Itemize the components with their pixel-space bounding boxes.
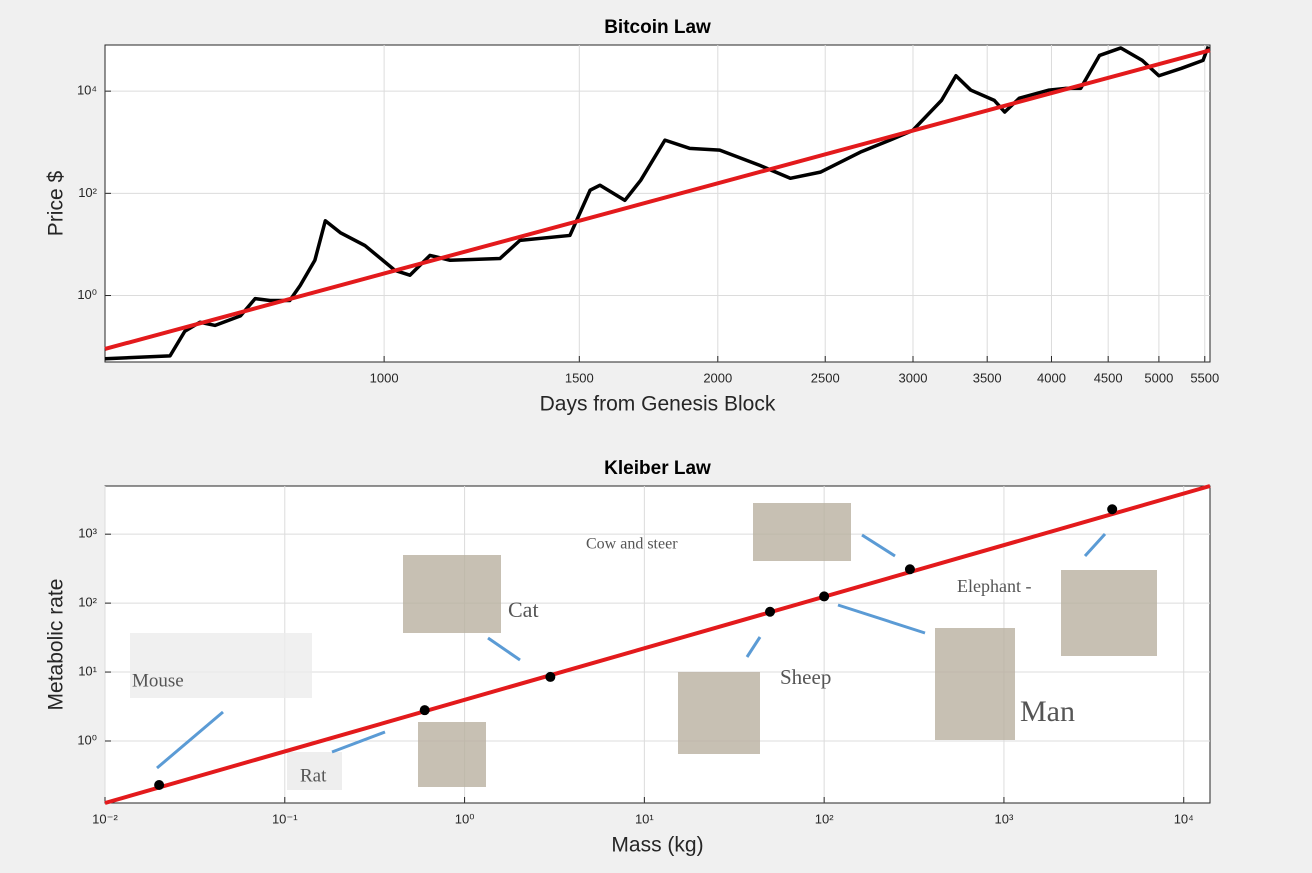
x-axis-label: Days from Genesis Block — [540, 393, 776, 416]
y-tick-label: 10⁰ — [77, 732, 97, 747]
data-point — [904, 564, 915, 575]
chart-title: Bitcoin Law — [604, 17, 711, 38]
animal-image — [1061, 570, 1157, 656]
annotation-box — [287, 752, 342, 790]
x-tick-label: 5500 — [1190, 370, 1219, 385]
data-point — [419, 705, 430, 716]
annotation: Mouse — [132, 670, 184, 691]
y-tick-label: 10¹ — [78, 663, 97, 678]
animal-image — [753, 503, 851, 561]
y-tick-label: 10² — [78, 595, 97, 610]
leader-line — [156, 710, 224, 770]
leader-line — [837, 603, 926, 635]
leader-line — [861, 533, 896, 558]
data-point — [1107, 504, 1118, 515]
data-line — [104, 484, 1211, 805]
x-tick-label: 4000 — [1037, 370, 1066, 385]
leader-line — [745, 636, 762, 658]
animal-image — [403, 555, 501, 633]
y-tick-label: 10² — [78, 185, 97, 200]
x-tick-label: 10³ — [995, 811, 1014, 826]
leader-line — [1083, 532, 1107, 558]
data-point — [154, 779, 165, 790]
leader-line — [487, 636, 521, 662]
annotation: Cow and steer — [586, 536, 678, 553]
data-point — [765, 606, 776, 617]
animal-image — [678, 672, 760, 754]
data-point — [545, 671, 556, 682]
x-tick-label: 10¹ — [635, 811, 654, 826]
leader-line — [331, 730, 386, 754]
annotation: Rat — [300, 765, 327, 786]
y-tick-label: 10⁰ — [77, 287, 97, 302]
y-axis-label: Metabolic rate — [45, 579, 68, 711]
chart-title: Kleiber Law — [604, 458, 711, 479]
x-tick-label: 5000 — [1144, 370, 1173, 385]
annotation: Cat — [508, 597, 539, 622]
data-line — [104, 48, 1211, 351]
x-tick-label: 10² — [815, 811, 834, 826]
y-axis-label: Price $ — [45, 171, 68, 237]
animal-image — [418, 722, 486, 787]
annotation: Elephant - — [957, 576, 1031, 596]
x-tick-label: 10⁴ — [1174, 811, 1194, 826]
annotation: Man — [1020, 695, 1075, 728]
animal-image — [935, 628, 1015, 740]
x-tick-label: 1000 — [370, 370, 399, 385]
x-tick-label: 4500 — [1094, 370, 1123, 385]
x-tick-label: 2000 — [703, 370, 732, 385]
y-tick-label: 10³ — [78, 526, 97, 541]
animal-image — [130, 633, 312, 698]
x-tick-label: 10⁻¹ — [272, 811, 298, 826]
y-tick-label: 10⁴ — [77, 83, 97, 98]
x-tick-label: 10⁰ — [455, 811, 475, 826]
x-axis-label: Mass (kg) — [611, 834, 703, 857]
annotation: Sheep — [780, 665, 831, 689]
x-tick-label: 3500 — [973, 370, 1002, 385]
data-point — [819, 591, 830, 602]
x-tick-label: 2500 — [811, 370, 840, 385]
x-tick-label: 1500 — [565, 370, 594, 385]
x-tick-label: 3000 — [899, 370, 928, 385]
x-tick-label: 10⁻² — [92, 811, 118, 826]
